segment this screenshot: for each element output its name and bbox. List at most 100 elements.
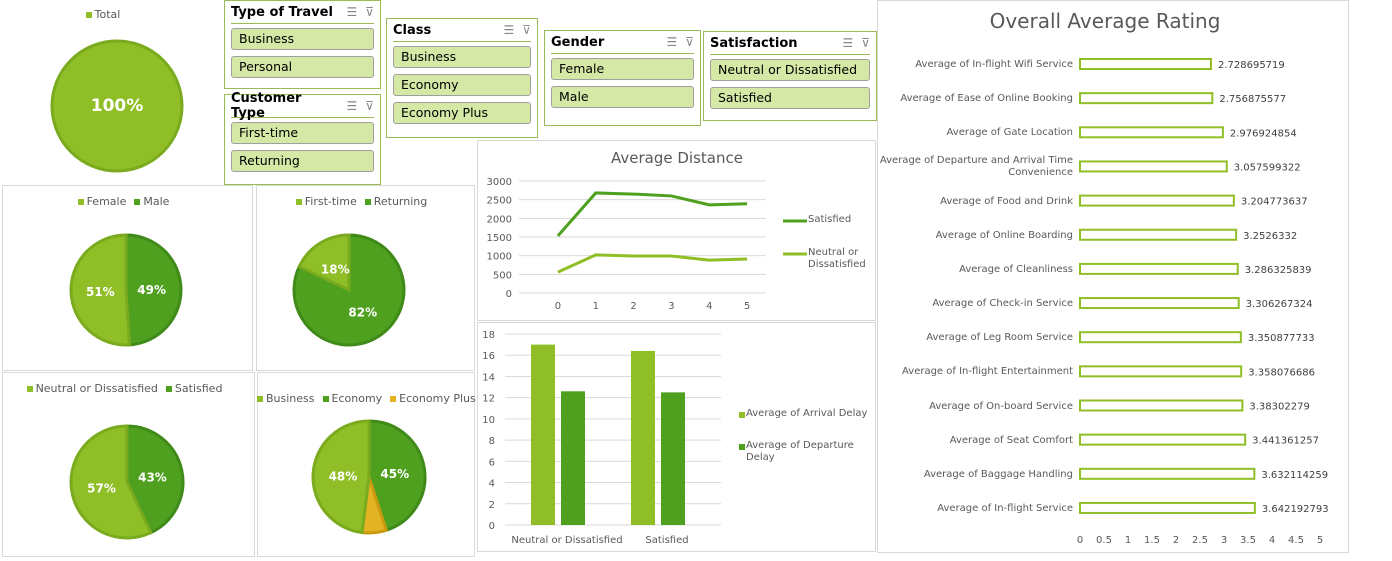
bar[interactable] [1079, 433, 1247, 446]
pie-chart: 43% 57% [69, 424, 185, 540]
pie-slice[interactable] [297, 233, 351, 293]
y-tick-label: 0 [506, 289, 512, 300]
data-label: 3.2526332 [1243, 231, 1297, 242]
slicer-item[interactable]: Economy [393, 74, 531, 96]
pie-legend: Neutral or Dissatisfied Satisfied [2, 382, 255, 395]
category-label: Average of Departure and Arrival Time Co… [877, 154, 1073, 180]
slicer-item[interactable]: Economy Plus [393, 102, 531, 124]
slicer-item[interactable]: Neutral or Dissatisfied [710, 59, 870, 81]
slicer-item[interactable]: Business [393, 46, 531, 68]
x-tick-label: 2 [630, 301, 636, 312]
slicer-item[interactable]: Satisfied [710, 87, 870, 109]
pie-data-label: 45% [380, 467, 409, 481]
bar[interactable] [1079, 331, 1242, 344]
legend-label: Returning [373, 195, 428, 208]
multi-select-icon[interactable]: ☰ [346, 99, 358, 113]
data-label: 3.204773637 [1241, 197, 1308, 208]
legend-label: Female [86, 195, 127, 208]
pie-slice[interactable] [69, 233, 132, 347]
data-label: 3.306267324 [1246, 299, 1313, 310]
slicer-item[interactable]: Male [551, 86, 694, 108]
bar[interactable] [1079, 228, 1238, 241]
category-label: Average of In-flight Entertainment [877, 359, 1073, 385]
category-label: Average of In-flight Wifi Service [877, 52, 1073, 78]
bar[interactable] [1079, 365, 1243, 378]
y-tick-label: 2 [489, 500, 495, 511]
slicer-customer-type: Customer Type ☰ ⊽ First-time Returning [224, 91, 381, 185]
legend-label: Business [266, 392, 315, 405]
category-label-text: Average of On-board Service [929, 400, 1073, 412]
bar[interactable] [1079, 126, 1224, 139]
multi-select-icon[interactable]: ☰ [346, 5, 358, 19]
pie-legend: First-time Returning [256, 195, 475, 208]
slicer-type-of-travel: Type of Travel ☰ ⊽ Business Personal [224, 0, 381, 89]
bar[interactable] [1079, 399, 1244, 412]
clear-filter-icon[interactable]: ⊽ [365, 5, 374, 19]
clear-filter-icon[interactable]: ⊽ [861, 36, 870, 50]
series-line[interactable] [557, 253, 748, 274]
clear-filter-icon[interactable]: ⊽ [365, 99, 374, 113]
bar[interactable] [1079, 194, 1235, 207]
legend-label: Average of Departure Delay [746, 440, 854, 463]
bar[interactable] [1079, 297, 1240, 310]
pie-legend: Total [0, 8, 214, 21]
category-label-text: Average of Leg Room Service [926, 332, 1073, 344]
bar[interactable] [1079, 92, 1214, 105]
y-tick-label: 500 [493, 270, 512, 281]
slicer-header: Class ☰ ⊽ [393, 19, 531, 42]
bar[interactable] [1079, 160, 1228, 173]
pie-slice[interactable] [124, 233, 183, 347]
x-tick-label: 2.5 [1192, 535, 1208, 546]
category-label-text: Average of Cleanliness [959, 263, 1073, 275]
bar[interactable] [1079, 58, 1212, 70]
slicer-item[interactable]: Returning [231, 150, 374, 172]
bar[interactable] [531, 344, 555, 525]
category-label-text: Average of Ease of Online Booking [900, 93, 1073, 105]
legend-label: Satisfied [174, 382, 223, 395]
legend-swatch [165, 386, 172, 392]
x-tick-label: 3 [668, 301, 674, 312]
bar[interactable] [631, 350, 655, 525]
pie-slice[interactable] [367, 419, 427, 533]
multi-select-icon[interactable]: ☰ [503, 23, 515, 37]
line-chart: Average Distance 0 500 1000 1500 2000 2500 3000… [487, 149, 866, 312]
x-tick-label: 1 [1125, 535, 1131, 546]
bar[interactable] [661, 392, 685, 525]
data-label: 3.358076686 [1248, 367, 1315, 378]
pie-data-label: 43% [138, 470, 167, 484]
bar[interactable] [1079, 501, 1256, 514]
pie-slice[interactable] [125, 424, 185, 535]
bar[interactable] [1079, 262, 1239, 275]
legend-label: Neutral or Dissatisfied [35, 382, 158, 395]
series-line[interactable] [556, 191, 748, 237]
category-label: Average of Seat Comfort [877, 428, 1073, 454]
multi-select-icon[interactable]: ☰ [666, 35, 678, 49]
pie-slice[interactable] [311, 419, 371, 535]
pie-slice[interactable] [50, 39, 184, 173]
clear-filter-icon[interactable]: ⊽ [685, 35, 694, 49]
multi-select-icon[interactable]: ☰ [842, 36, 854, 50]
data-label: 3.441361257 [1252, 436, 1319, 447]
data-label: 2.728695719 [1218, 60, 1285, 71]
slicer-item[interactable]: Personal [231, 56, 374, 78]
data-label: 3.350877733 [1248, 333, 1315, 344]
legend-item: Economy [322, 392, 382, 405]
legend-item: Economy Plus [390, 392, 476, 405]
bar[interactable] [561, 391, 585, 525]
bar[interactable] [1079, 467, 1256, 480]
clear-filter-icon[interactable]: ⊽ [522, 23, 531, 37]
category-label-text: Average of Food and Drink [940, 195, 1073, 207]
slicer-title: Type of Travel [231, 4, 333, 20]
slicer-item[interactable]: Female [551, 58, 694, 80]
y-tick-label: 6 [489, 457, 495, 468]
pie-data-label: 49% [137, 283, 166, 297]
legend-item: Male [134, 195, 169, 208]
pie-data-label: 57% [87, 482, 116, 496]
slicer-item[interactable]: First-time [231, 122, 374, 144]
pie-slice[interactable] [69, 424, 153, 540]
slicer-item[interactable]: Business [231, 28, 374, 50]
y-tick-label: 1500 [487, 233, 512, 244]
legend-swatch [295, 199, 302, 205]
x-tick-label: 3.5 [1240, 535, 1256, 546]
category-label: Average of Ease of Online Booking [877, 86, 1073, 112]
